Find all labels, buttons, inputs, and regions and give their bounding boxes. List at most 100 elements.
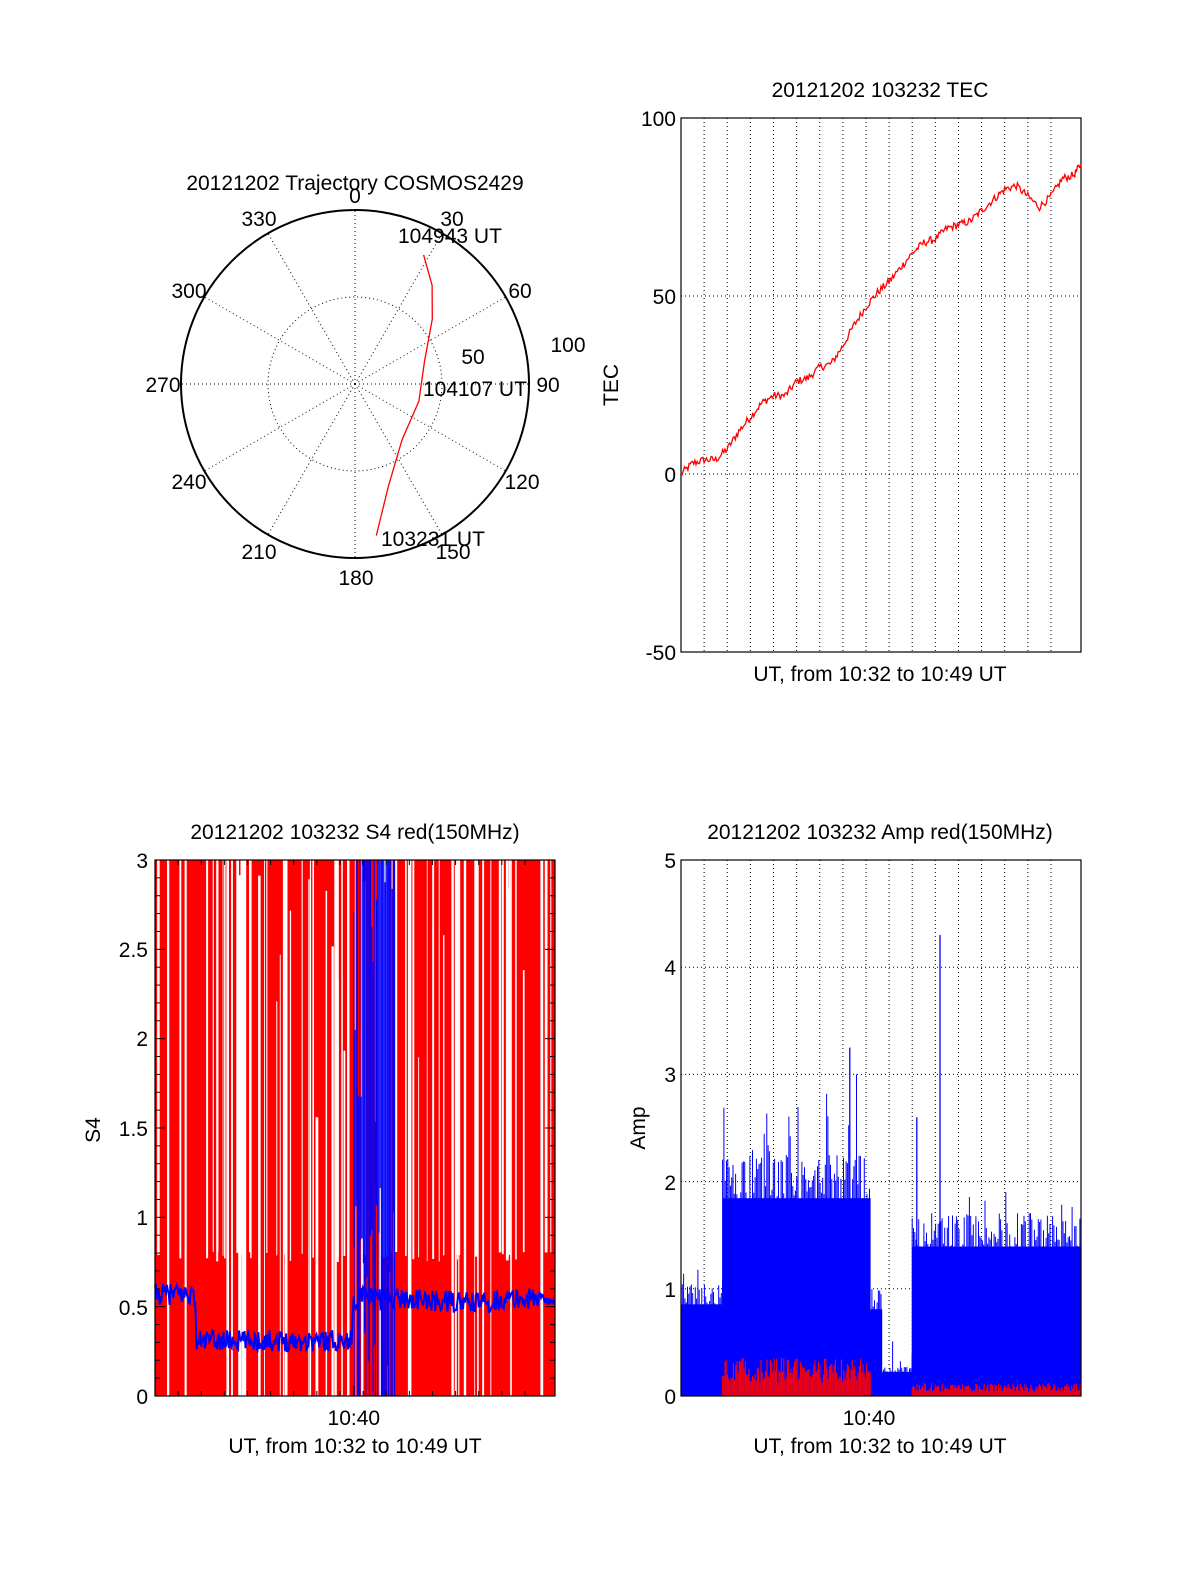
s4-red-gap-54 [279, 954, 281, 1396]
s4-red-gap-32 [463, 860, 467, 1396]
tec-ytick-neg50: -50 [646, 642, 676, 665]
tec-series-line [680, 163, 1082, 476]
polar-spoke-30 [354, 233, 443, 385]
s4-blue-burst [353, 860, 396, 1396]
tec-ytick-100: 100 [641, 108, 676, 131]
s4-red-gap-78 [222, 860, 224, 1256]
polar-angle-label-60: 60 [508, 280, 531, 303]
s4-red-gap-73 [347, 860, 349, 1396]
polar-title: 20121202 Trajectory COSMOS2429 [186, 172, 523, 195]
polar-angle-label-30: 30 [440, 208, 463, 231]
tec-title: 20121202 103232 TEC [772, 79, 989, 102]
s4-red-gap-67 [412, 860, 415, 1260]
s4-red-gap-41 [506, 887, 509, 1261]
polar-angle-label-120: 120 [504, 471, 539, 494]
s4-red-gap-0 [264, 860, 265, 1396]
s4-panel: 20121202 103232 S4 red(150MHz) 0 0.5 1 1… [82, 821, 556, 1458]
polar-angle-label-330: 330 [241, 208, 276, 231]
polar-radial-label-50: 50 [461, 346, 484, 369]
amp-title: 20121202 103232 Amp red(150MHz) [707, 821, 1053, 844]
s4-ticks [155, 860, 555, 1397]
polar-trajectory-line [375, 254, 433, 536]
s4-red-gap-82 [482, 860, 485, 1396]
s4-red-gap-77 [266, 860, 268, 1253]
s4-red-gap-88 [541, 860, 544, 1396]
polar-outer-circle [180, 209, 530, 559]
s4-red-gap-46 [474, 860, 476, 1396]
s4-red-gap-55 [289, 910, 292, 1261]
polar-grid [181, 210, 529, 558]
polar-ring-50 [267, 296, 443, 472]
s4-xtick-label: 10:40 [328, 1407, 381, 1430]
polar-spoke-240 [204, 383, 356, 472]
s4-red-gap-76 [167, 860, 170, 1396]
s4-red-gap-74 [432, 860, 435, 1259]
polar-annotation-start: 103231 UT [381, 528, 485, 551]
s4-ytick-3: 3 [136, 850, 148, 873]
s4-red-gap-90 [501, 860, 504, 1255]
polar-annotation-mid: 104107 UT [423, 378, 527, 401]
s4-red-gap-48 [544, 860, 548, 1253]
s4-red-gap-64 [331, 946, 334, 1396]
polar-angle-label-240: 240 [171, 471, 206, 494]
polar-annotation-end: 104943 UT [398, 225, 502, 248]
amp-ytick-5: 5 [664, 850, 676, 873]
amp-red-series [722, 1357, 1081, 1396]
s4-red-gap-25 [426, 860, 428, 1262]
s4-red-gap-43 [206, 860, 209, 1259]
s4-red-gap-18 [325, 890, 328, 1396]
tec-ylabel: TEC [600, 364, 623, 406]
s4-red-gap-11 [231, 860, 233, 1396]
polar-spoke-210 [267, 383, 356, 535]
s4-red-gap-7 [418, 1057, 420, 1258]
polar-angle-label-210: 210 [241, 541, 276, 564]
s4-red-gap-40 [238, 875, 241, 1396]
polar-spoke-330 [267, 233, 356, 385]
s4-red-gap-22 [405, 860, 407, 1257]
s4-red-gap-92 [249, 860, 252, 1253]
polar-spoke-300 [204, 296, 356, 385]
s4-red-gap-19 [474, 860, 478, 1257]
s4-red-gap-69 [451, 860, 454, 1396]
s4-red-gap-21 [184, 860, 187, 1396]
s4-red-gap-26 [308, 879, 310, 1396]
amp-xtick-label: 10:40 [843, 1407, 896, 1430]
amp-ytick-1: 1 [664, 1279, 676, 1302]
s4-red-gap-10 [301, 860, 303, 1254]
tec-ytick-0: 0 [664, 464, 676, 487]
polar-angle-label-0: 0 [349, 185, 361, 208]
amp-blue-series [680, 935, 1081, 1396]
tec-grid [681, 118, 1081, 652]
tec-plot-frame [680, 117, 1082, 653]
s4-red-gap-91 [216, 860, 219, 1262]
s4-ytick-0: 0 [136, 1386, 148, 1409]
s4-red-gap-44 [284, 860, 288, 1396]
s4-red-gap-53 [508, 860, 511, 1255]
s4-red-gap-28 [409, 860, 412, 1396]
polar-spoke-150 [354, 383, 443, 535]
polar-angle-label-150: 150 [435, 541, 470, 564]
s4-red-gap-58 [438, 860, 440, 1262]
polar-spoke-60 [354, 296, 506, 385]
s4-red-gap-6 [395, 860, 398, 1252]
s4-ylabel: S4 [82, 1117, 105, 1143]
s4-red-gap-47 [522, 970, 525, 1253]
s4-red-gap-59 [443, 935, 445, 1256]
s4-ytick-1: 1 [136, 1207, 148, 1230]
s4-red-gap-20 [240, 860, 242, 1396]
tec-ytick-50: 50 [653, 286, 676, 309]
tec-xlabel: UT, from 10:32 to 10:49 UT [753, 663, 1006, 686]
s4-red-gap-71 [241, 860, 244, 1255]
s4-red-gap-84 [276, 1001, 278, 1256]
polar-angle-label-180: 180 [338, 567, 373, 590]
s4-red-gap-89 [454, 860, 457, 1396]
s4-red-gap-85 [312, 860, 314, 1258]
s4-red-gap-79 [244, 860, 247, 1396]
s4-red-gap-56 [510, 860, 512, 1396]
s4-red-gap-75 [550, 860, 552, 1255]
amp-blue-body-2 [870, 1309, 883, 1396]
amp-ytick-2: 2 [664, 1172, 676, 1195]
amp-ytick-3: 3 [664, 1064, 676, 1087]
polar-angle-label-90: 90 [536, 374, 559, 397]
s4-red-gap-39 [157, 860, 160, 1255]
